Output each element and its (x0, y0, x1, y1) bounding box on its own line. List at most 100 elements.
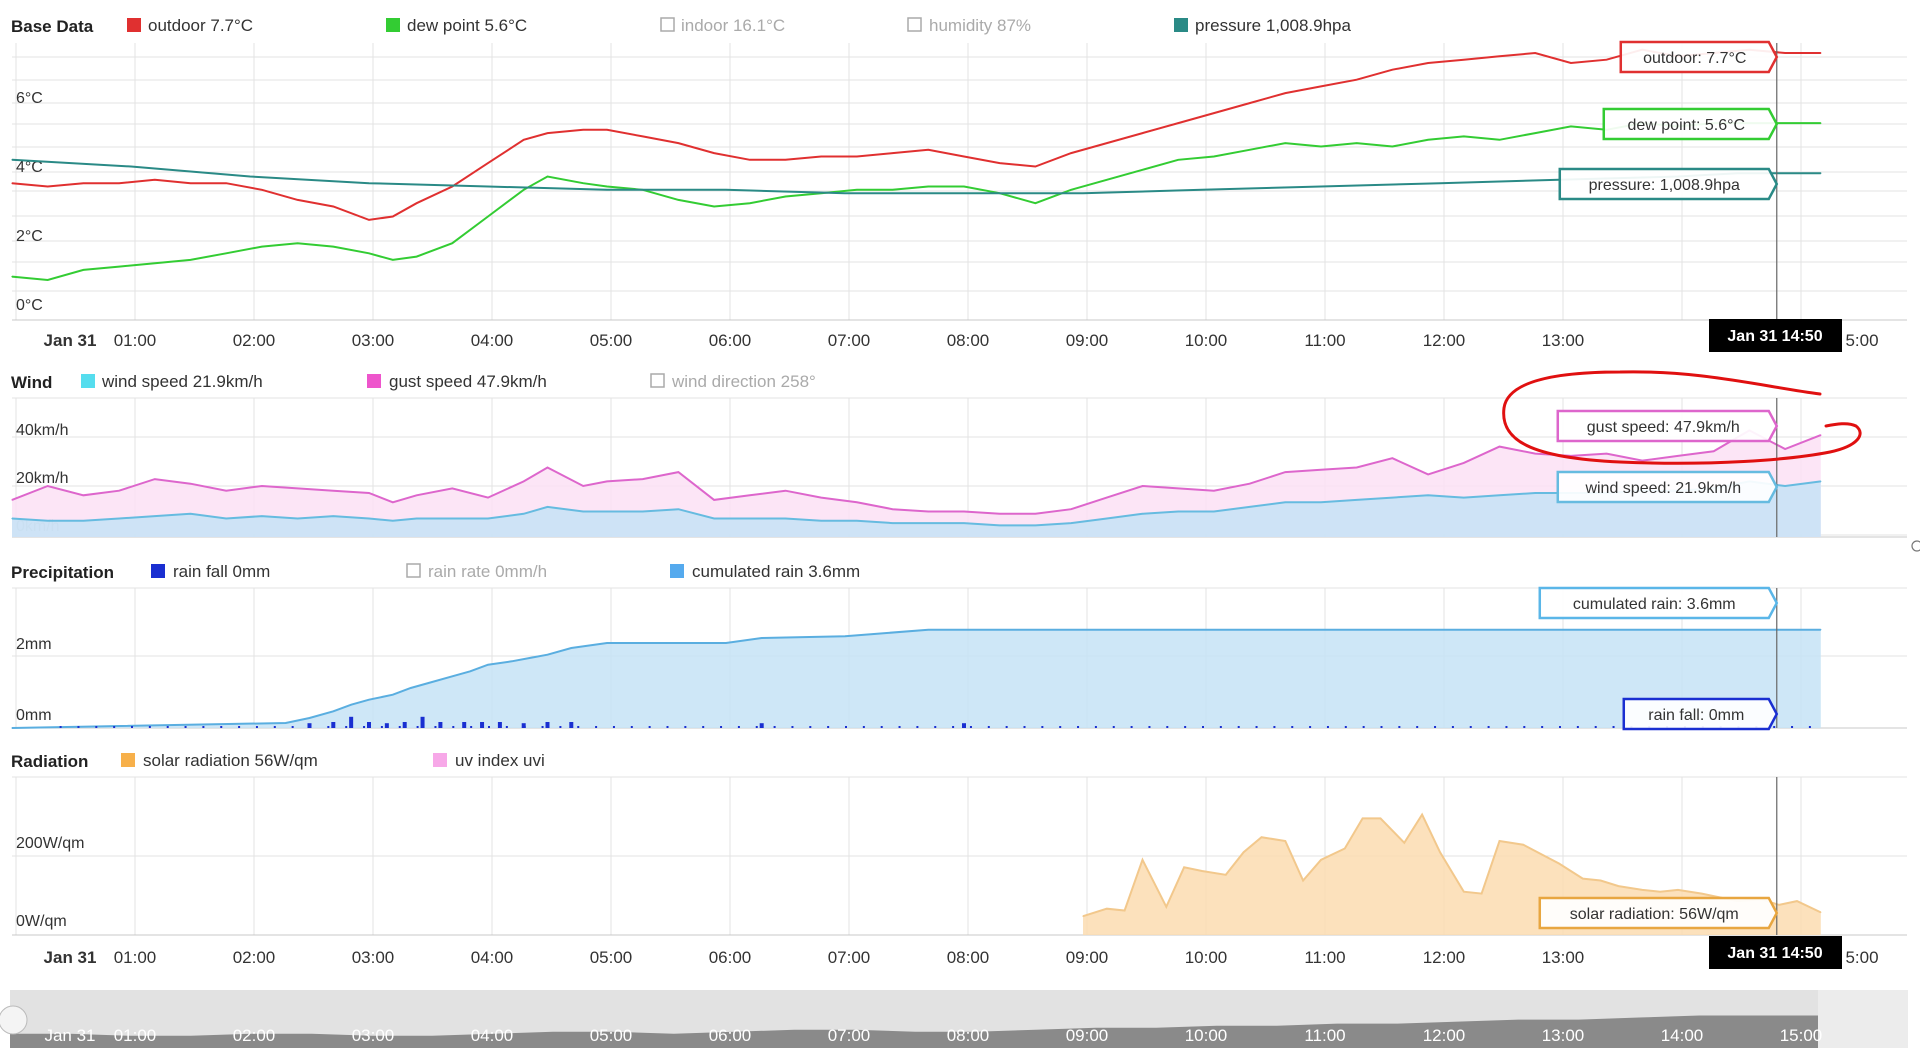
pressure-point (844, 192, 846, 194)
tooltip-pressure (1558, 167, 1779, 201)
dew-point-point (392, 259, 394, 261)
dew-point-point (189, 259, 192, 261)
rain-fall-tick (755, 726, 758, 728)
rain-fall-tick (1059, 726, 1062, 728)
gust-speed-point (1249, 483, 1251, 485)
xtick-05-00: 05:00 (590, 331, 633, 350)
legend-gust-speed[interactable]: gust speed 47.9km/h (367, 372, 547, 391)
legend-uv-index[interactable]: uv index uvi (433, 751, 545, 770)
rain-fall-tick (1523, 726, 1526, 728)
solar-radiation-point (1320, 859, 1322, 861)
rain-fall-tick (1273, 726, 1276, 728)
outdoor-point (1534, 52, 1536, 54)
wind-speed-point (927, 522, 929, 524)
rain-fall-tick (273, 726, 276, 728)
rain-fall-tick (791, 726, 794, 728)
solar-radiation-point (1522, 844, 1524, 846)
ytick-40km-h: 40km/h (16, 422, 68, 439)
legend-wind-direction-label: wind direction 258° (671, 372, 816, 391)
rain-fall-tick (898, 726, 901, 728)
rain-fall-tick (1808, 726, 1811, 728)
outdoor-point (1570, 62, 1572, 64)
rain-fall-tick (505, 726, 508, 728)
time-navigator[interactable]: Jan 31 01:00 02:00 03:00 04:00 05:00 06:00 07:0… (10, 990, 1908, 1048)
pressure-point (1820, 172, 1822, 174)
legend-uv-index-label: uv index uvi (455, 751, 545, 770)
legend-dew-point[interactable]: dew point 5.6°C (386, 16, 527, 35)
rain-fall-tick (184, 726, 187, 728)
rain-fall-bar (545, 722, 550, 728)
cumulated-rain-point (469, 670, 471, 672)
radiation-title: Radiation (11, 752, 88, 771)
precipitation-plot[interactable]: 0mm 2mm (11, 587, 1907, 729)
rain-fall-bar (759, 723, 764, 728)
rain-fall-tick (523, 726, 526, 728)
wind-speed-point (1427, 494, 1429, 496)
legend-uv-index-swatch (433, 753, 447, 767)
rain-fall-bar (521, 723, 526, 728)
legend-indoor[interactable]: indoor 16.1°C (660, 16, 785, 35)
gust-speed-point (1820, 434, 1822, 436)
dew-point-point (416, 255, 418, 258)
outdoor-point (1427, 62, 1429, 64)
wind-speed-point (1534, 492, 1536, 494)
navigator-handle-icon[interactable] (0, 1005, 28, 1035)
dew-point-point (1391, 145, 1393, 148)
rain-fall-tick (291, 726, 294, 728)
navigator-label-01-00: 01:00 (114, 1026, 157, 1045)
legend-indoor-checkbox-icon (660, 17, 675, 32)
rain-fall-tick (113, 726, 116, 728)
legend-outdoor-swatch (127, 18, 141, 32)
rain-fall-tick (541, 726, 544, 728)
solar-radiation-point (1302, 879, 1304, 882)
gust-speed-point (999, 513, 1001, 515)
wind-speed-point (749, 517, 751, 520)
legend-pressure[interactable]: pressure 1,008.9hpa (1174, 16, 1351, 35)
legend-outdoor[interactable]: outdoor 7.7°C (127, 16, 253, 35)
tooltip-solar-radiation (1538, 896, 1779, 930)
resize-handle-icon[interactable] (1911, 540, 1920, 552)
solar-radiation-point (1260, 836, 1263, 838)
legend-cumulated-rain-label: cumulated rain 3.6mm (692, 562, 860, 581)
legend-wind-speed[interactable]: wind speed 21.9km/h (81, 372, 263, 391)
base-data-plot[interactable]: 0°C 2°C 4°C 6°C (11, 43, 1907, 321)
solar-radiation-point (1796, 900, 1798, 902)
dew-point-point (1463, 135, 1465, 138)
legend-cumulated-rain[interactable]: cumulated rain 3.6mm (670, 562, 860, 581)
gust-speed-point (963, 510, 965, 513)
outdoor-point (1320, 85, 1322, 87)
cumulated-rain-point (529, 657, 531, 659)
legend-humidity[interactable]: humidity 87% (907, 16, 1031, 35)
rain-fall-tick (380, 726, 383, 728)
pressure-point (249, 175, 251, 178)
rain-fall-tick (595, 726, 598, 728)
pressure-point (1439, 182, 1441, 184)
red-ellipse-annotation-icon (1502, 370, 1862, 465)
tooltip-dew-point (1602, 107, 1779, 141)
solar-radiation-point (1344, 847, 1346, 850)
legend-wind-direction[interactable]: wind direction 258° (650, 372, 816, 391)
solar-radiation-point (1284, 840, 1286, 842)
legend-rain-rate[interactable]: rain rate 0mm/h (406, 562, 547, 581)
cumulated-rain-point (1439, 629, 1441, 631)
wind-speed-point (856, 520, 858, 522)
outdoor-point (1498, 55, 1501, 57)
navigator-outside (1818, 990, 1908, 1048)
legend-solar-radiation[interactable]: solar radiation 56W/qm (121, 751, 318, 770)
rain-fall-tick (202, 726, 205, 728)
dew-point-point (749, 202, 751, 204)
legend-dew-point-label: dew point 5.6°C (407, 16, 527, 35)
outdoor-point (1141, 132, 1144, 134)
rain-fall-tick (1237, 726, 1240, 728)
legend-rain-fall[interactable]: rain fall 0mm (151, 562, 270, 581)
legend-humidity-label: humidity 87% (929, 16, 1031, 35)
xtick-12-00: 12:00 (1423, 331, 1466, 350)
gust-speed-point (1713, 450, 1715, 452)
cumulated-rain-point (1820, 629, 1822, 631)
wind-legend: wind speed 21.9km/h gust speed 47.9km/h … (81, 372, 816, 391)
wind-speed-point (261, 515, 263, 517)
precipitation-title: Precipitation (11, 563, 114, 582)
navigator-label-08-00: 08:00 (947, 1026, 990, 1045)
precipitation-legend: rain fall 0mm rain rate 0mm/h cumulated … (151, 562, 860, 581)
